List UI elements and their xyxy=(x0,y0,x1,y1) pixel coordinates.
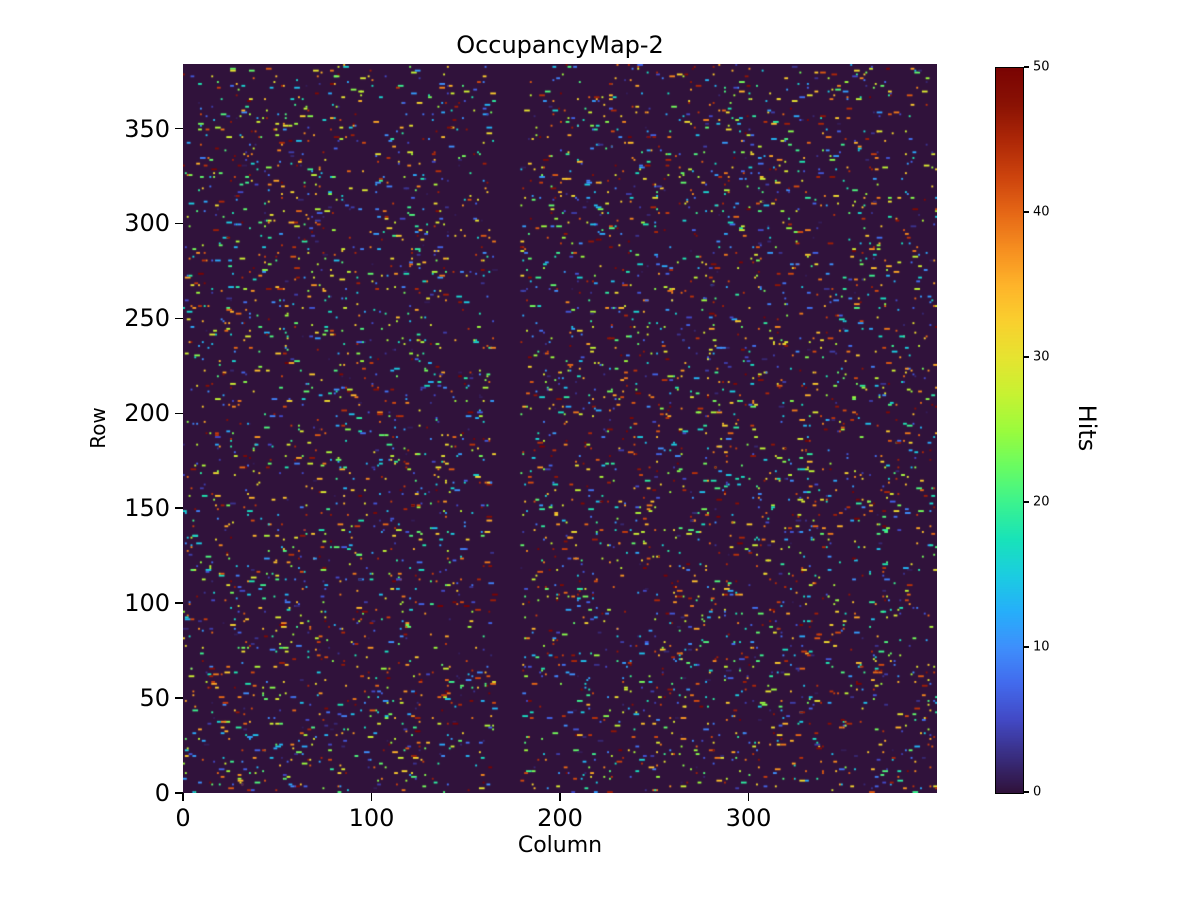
colorbar-tick-mark xyxy=(1024,66,1029,68)
x-tick-label: 200 xyxy=(537,804,583,832)
y-axis-label: Row xyxy=(86,407,110,449)
colorbar-tick-label: 0 xyxy=(1033,784,1042,800)
y-tick-label: 200 xyxy=(124,399,170,428)
y-tick-mark xyxy=(175,127,183,130)
x-tick-mark xyxy=(370,793,373,801)
colorbar-label: Hits xyxy=(1073,404,1101,452)
x-tick-mark xyxy=(559,793,561,801)
y-tick-label: 300 xyxy=(124,209,170,238)
y-tick-mark xyxy=(175,507,183,509)
x-tick-label: 0 xyxy=(175,804,191,832)
colorbar-tick-mark xyxy=(1024,646,1029,648)
y-tick-mark xyxy=(175,317,183,320)
x-tick-mark xyxy=(747,793,750,801)
colorbar-tick-label: 20 xyxy=(1033,494,1050,510)
colorbar-tick-mark xyxy=(1024,791,1029,793)
y-tick-mark xyxy=(175,222,183,225)
colorbar-tick-label: 40 xyxy=(1033,204,1050,220)
y-tick-mark xyxy=(175,697,183,699)
y-tick-mark xyxy=(175,792,183,794)
x-axis-label: Column xyxy=(517,833,603,858)
colorbar-tick-mark xyxy=(1024,356,1029,358)
colorbar-tick-label: 30 xyxy=(1033,349,1050,365)
y-tick-label: 150 xyxy=(124,494,170,523)
y-tick-mark xyxy=(175,412,183,415)
colorbar-tick-mark xyxy=(1024,211,1029,213)
y-tick-mark xyxy=(175,602,183,604)
colorbar-tick-label: 10 xyxy=(1033,639,1050,655)
y-tick-label: 250 xyxy=(124,304,170,333)
y-tick-label: 100 xyxy=(124,589,170,618)
chart-title: OccupancyMap-2 xyxy=(456,31,664,59)
heatmap-plot-area xyxy=(183,64,937,793)
x-tick-label: 300 xyxy=(725,804,772,832)
colorbar-tick-label: 50 xyxy=(1033,59,1050,75)
x-tick-label: 100 xyxy=(348,804,395,832)
y-tick-label: 50 xyxy=(139,684,170,713)
colorbar-tick-mark xyxy=(1024,501,1029,503)
colorbar-canvas xyxy=(996,68,1023,793)
x-tick-mark xyxy=(182,793,184,801)
y-tick-label: 0 xyxy=(154,779,170,807)
colorbar xyxy=(995,67,1024,794)
y-tick-label: 350 xyxy=(124,114,170,143)
heatmap-canvas xyxy=(183,64,937,793)
